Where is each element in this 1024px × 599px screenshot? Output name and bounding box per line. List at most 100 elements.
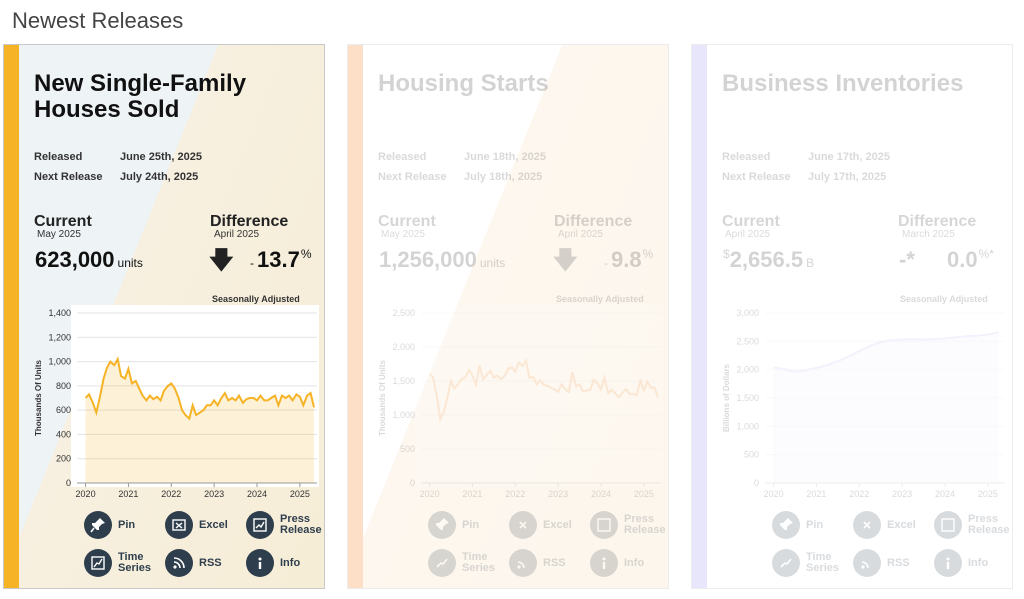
release-card-new-homes[interactable]: New Single-Family Houses Sold Released Ju… — [3, 44, 325, 589]
rss-button[interactable]: RSS — [853, 549, 910, 577]
time-series-label: Time Series — [118, 551, 152, 574]
current-unit: units — [479, 256, 506, 270]
rss-icon — [509, 549, 537, 577]
pin-label: Pin — [118, 518, 136, 531]
difference-number: 0.0 — [947, 247, 978, 272]
release-card-housing-starts[interactable]: Housing Starts Released June 18th, 2025 N… — [347, 44, 669, 589]
time-series-button[interactable]: Time Series — [772, 549, 852, 577]
current-value: 1,256,000 units — [379, 247, 505, 273]
card-title[interactable]: Housing Starts — [378, 70, 549, 97]
x-tick-label: 2020 — [764, 489, 784, 499]
time-series-button[interactable]: Time Series — [428, 549, 508, 577]
difference-label: Difference — [898, 213, 977, 230]
y-tick-label: 0 — [754, 478, 759, 488]
current-unit: B — [806, 256, 815, 270]
next-release-label: Next Release — [722, 171, 791, 183]
time-series-label: Time Series — [462, 551, 496, 574]
y-axis-label: Thousands Of Units — [34, 359, 43, 436]
x-tick-label: 2024 — [935, 489, 955, 499]
pin-icon — [772, 511, 800, 539]
y-tick-label: 1,500 — [736, 393, 759, 403]
press-release-label: Press Release — [624, 513, 666, 536]
pin-icon — [84, 511, 112, 539]
rss-button[interactable]: RSS — [165, 549, 222, 577]
press-release-label: Press Release — [280, 513, 322, 536]
released-label: Released — [722, 151, 771, 163]
plot-background — [415, 305, 663, 487]
y-tick-label: 3,000 — [736, 308, 759, 318]
y-tick-label: 1,200 — [48, 332, 71, 342]
next-release-row: Next Release July 18th, 2025 — [378, 171, 542, 183]
press-release-icon — [590, 511, 618, 539]
current-value: $2,656.5 B — [723, 247, 814, 273]
rss-label: RSS — [543, 556, 566, 569]
y-tick-label: 2,000 — [392, 342, 415, 352]
time-series-button[interactable]: Time Series — [84, 549, 164, 577]
next-release-date: July 18th, 2025 — [464, 171, 543, 183]
difference-label: Difference — [210, 213, 289, 230]
x-tick-label: 2025 — [634, 489, 654, 499]
pin-button[interactable]: Pin — [772, 511, 823, 539]
y-tick-label: 1,500 — [392, 376, 415, 386]
info-button[interactable]: Info — [246, 549, 300, 577]
info-label: Info — [968, 556, 989, 569]
pin-button[interactable]: Pin — [428, 511, 479, 539]
y-tick-label: 500 — [400, 444, 415, 454]
next-release-row: Next Release July 24th, 2025 — [34, 171, 198, 183]
release-card-business-inventories[interactable]: Business Inventories Released June 17th, … — [691, 44, 1013, 589]
next-release-row: Next Release July 17th, 2025 — [722, 171, 886, 183]
seasonally-adjusted-label: Seasonally Adjusted — [212, 294, 300, 304]
y-tick-label: 1,000 — [48, 357, 71, 367]
chart: 0 200 400 600 800 1,000 1,200 1,400 2020 2021 2022… — [29, 305, 319, 505]
next-release-date: July 24th, 2025 — [120, 171, 199, 183]
current-number: 623,000 — [35, 247, 115, 272]
difference-number: 13.7 — [257, 247, 300, 272]
card-title[interactable]: Business Inventories — [722, 70, 964, 97]
y-axis-label: Thousands Of Units — [378, 359, 387, 436]
press-release-button[interactable]: Press Release — [246, 511, 324, 539]
y-axis-label: Billions of Dollars — [722, 363, 731, 432]
excel-icon — [853, 511, 881, 539]
rss-icon — [165, 549, 193, 577]
released-date: June 18th, 2025 — [464, 151, 546, 163]
excel-button[interactable]: Excel — [853, 511, 916, 539]
current-number: 1,256,000 — [379, 247, 477, 272]
press-release-label: Press Release — [968, 513, 1010, 536]
difference-period: March 2025 — [902, 229, 955, 240]
card-content: New Single-Family Houses Sold Released Ju… — [19, 45, 324, 588]
x-tick-label: 2023 — [892, 489, 912, 499]
y-tick-label: 1,000 — [392, 410, 415, 420]
difference-suffix: % — [300, 247, 312, 261]
series-area — [85, 359, 314, 483]
info-button[interactable]: Info — [590, 549, 644, 577]
pin-button[interactable]: Pin — [84, 511, 135, 539]
press-release-icon — [246, 511, 274, 539]
press-release-button[interactable]: Press Release — [934, 511, 1012, 539]
next-release-date: July 17th, 2025 — [808, 171, 887, 183]
y-tick-label: 1,400 — [48, 308, 71, 318]
excel-icon — [165, 511, 193, 539]
arrow-down-icon: 🡇 — [553, 247, 578, 274]
rss-button[interactable]: RSS — [509, 549, 566, 577]
card-accent-stripe — [692, 45, 707, 588]
y-tick-label: 500 — [744, 450, 759, 460]
released-label: Released — [378, 151, 427, 163]
released-row: Released June 18th, 2025 — [378, 151, 546, 163]
card-title[interactable]: New Single-Family Houses Sold — [34, 70, 247, 123]
card-content: Business Inventories Released June 17th, … — [707, 45, 1012, 588]
excel-button[interactable]: Excel — [509, 511, 572, 539]
arrow-down-icon: 🡇 — [209, 247, 234, 274]
excel-label: Excel — [199, 518, 228, 531]
card-background — [707, 45, 1012, 588]
info-icon — [934, 549, 962, 577]
y-tick-label: 1,000 — [736, 421, 759, 431]
seasonally-adjusted-label: Seasonally Adjusted — [900, 294, 988, 304]
current-number: 2,656.5 — [729, 247, 804, 272]
excel-button[interactable]: Excel — [165, 511, 228, 539]
series-line — [773, 331, 999, 373]
released-row: Released June 25th, 2025 — [34, 151, 202, 163]
info-button[interactable]: Info — [934, 549, 988, 577]
card-accent-stripe — [348, 45, 363, 588]
current-value: 623,000 units — [35, 247, 143, 273]
press-release-button[interactable]: Press Release — [590, 511, 668, 539]
